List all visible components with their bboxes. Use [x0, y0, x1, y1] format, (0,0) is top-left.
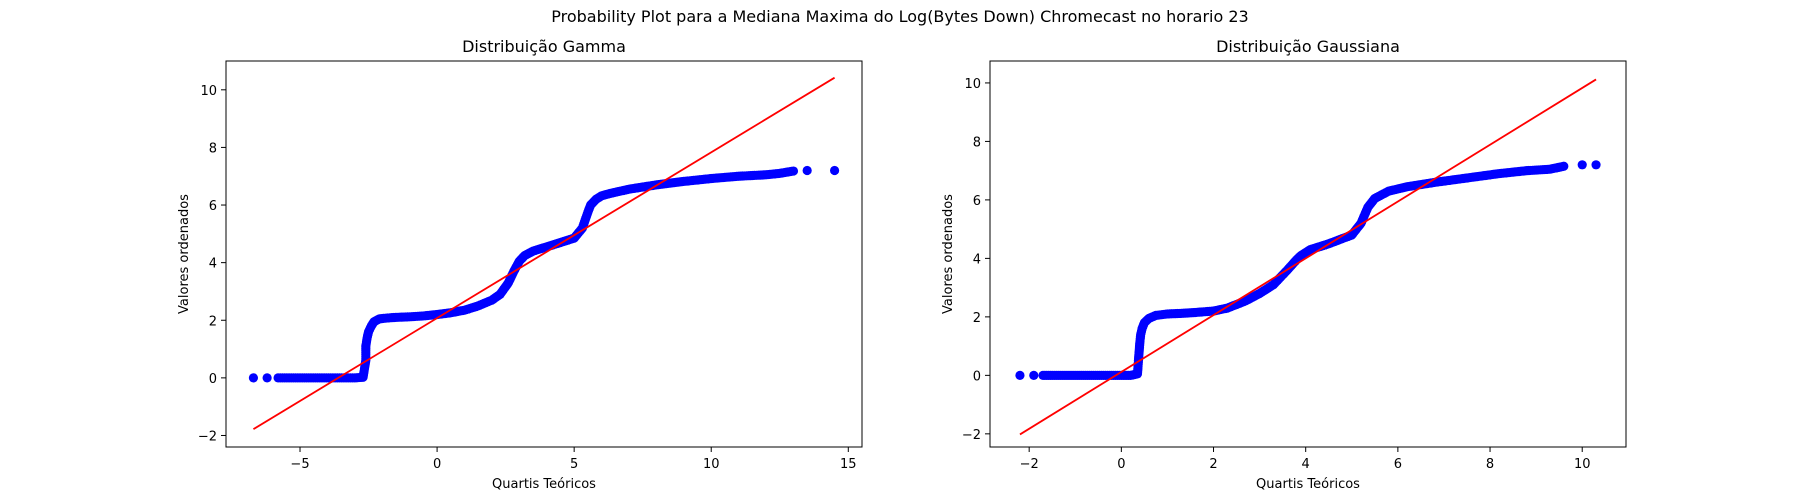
x-tick-label: 15: [840, 457, 857, 472]
data-point: [248, 373, 259, 383]
y-tick-label: 6: [209, 199, 217, 214]
x-tick-label: 8: [1486, 457, 1494, 472]
data-point: [802, 165, 812, 176]
plot-area: [1015, 78, 1601, 436]
x-tick-label: 2: [1209, 457, 1217, 472]
y-tick-label: 0: [209, 372, 217, 387]
y-tick-label: 4: [209, 257, 217, 272]
y-tick-label: 6: [973, 194, 981, 209]
x-axis-label: Quartis Teóricos: [1256, 477, 1360, 492]
y-tick-label: 10: [200, 84, 217, 99]
data-point: [1559, 161, 1569, 171]
plot-area: [248, 76, 840, 430]
data-point: [1577, 160, 1587, 170]
data-point: [829, 165, 840, 176]
x-tick-label: 5: [570, 457, 578, 472]
x-tick-label: 4: [1302, 457, 1310, 472]
x-tick-label: 0: [433, 457, 441, 472]
data-point: [1591, 160, 1601, 170]
subplot-title: Distribuição Gamma: [462, 37, 626, 56]
y-tick-label: −2: [198, 429, 217, 444]
y-tick-label: 0: [973, 369, 981, 384]
x-tick-label: 0: [1117, 457, 1125, 472]
figure-suptitle: Probability Plot para a Mediana Maxima d…: [551, 7, 1248, 26]
x-axis-label: Quartis Teóricos: [492, 477, 596, 492]
fit-line: [252, 76, 836, 430]
y-tick-label: 10: [964, 77, 981, 92]
data-point: [1029, 370, 1039, 380]
subplots: Distribuição Gamma −5 0 5 10 15 −2 0 2 4 6 8 10 Quart…: [177, 37, 1627, 492]
y-axis-label: Valores ordenados: [177, 194, 192, 314]
y-tick-label: 8: [973, 135, 981, 150]
y-tick-label: 2: [209, 314, 217, 329]
y-tick-label: 2: [973, 311, 981, 326]
axes-frame: [989, 60, 1627, 448]
y-axis-label: Valores ordenados: [941, 194, 956, 314]
y-tick-label: 8: [209, 141, 217, 156]
y-tick-label: −2: [962, 428, 981, 443]
x-tick-label: 10: [1574, 457, 1591, 472]
fit-line: [1019, 78, 1597, 436]
subplot-2: Distribuição Gaussiana −2 0 2 4 6 8 10 −2 0 2 4 6 8 10…: [941, 37, 1627, 492]
axes-frame: [225, 60, 863, 448]
x-tick-label: 6: [1394, 457, 1402, 472]
data-point: [1015, 370, 1025, 380]
data-point: [788, 166, 799, 176]
data-point: [262, 373, 272, 383]
y-tick-label: 4: [973, 252, 981, 267]
x-tick-label: 10: [703, 457, 720, 472]
subplot-title: Distribuição Gaussiana: [1216, 37, 1400, 56]
x-tick-label: −2: [1020, 457, 1039, 472]
x-tick-label: −5: [290, 457, 309, 472]
subplot-1: Distribuição Gamma −5 0 5 10 15 −2 0 2 4 6 8 10 Quart…: [177, 37, 863, 492]
